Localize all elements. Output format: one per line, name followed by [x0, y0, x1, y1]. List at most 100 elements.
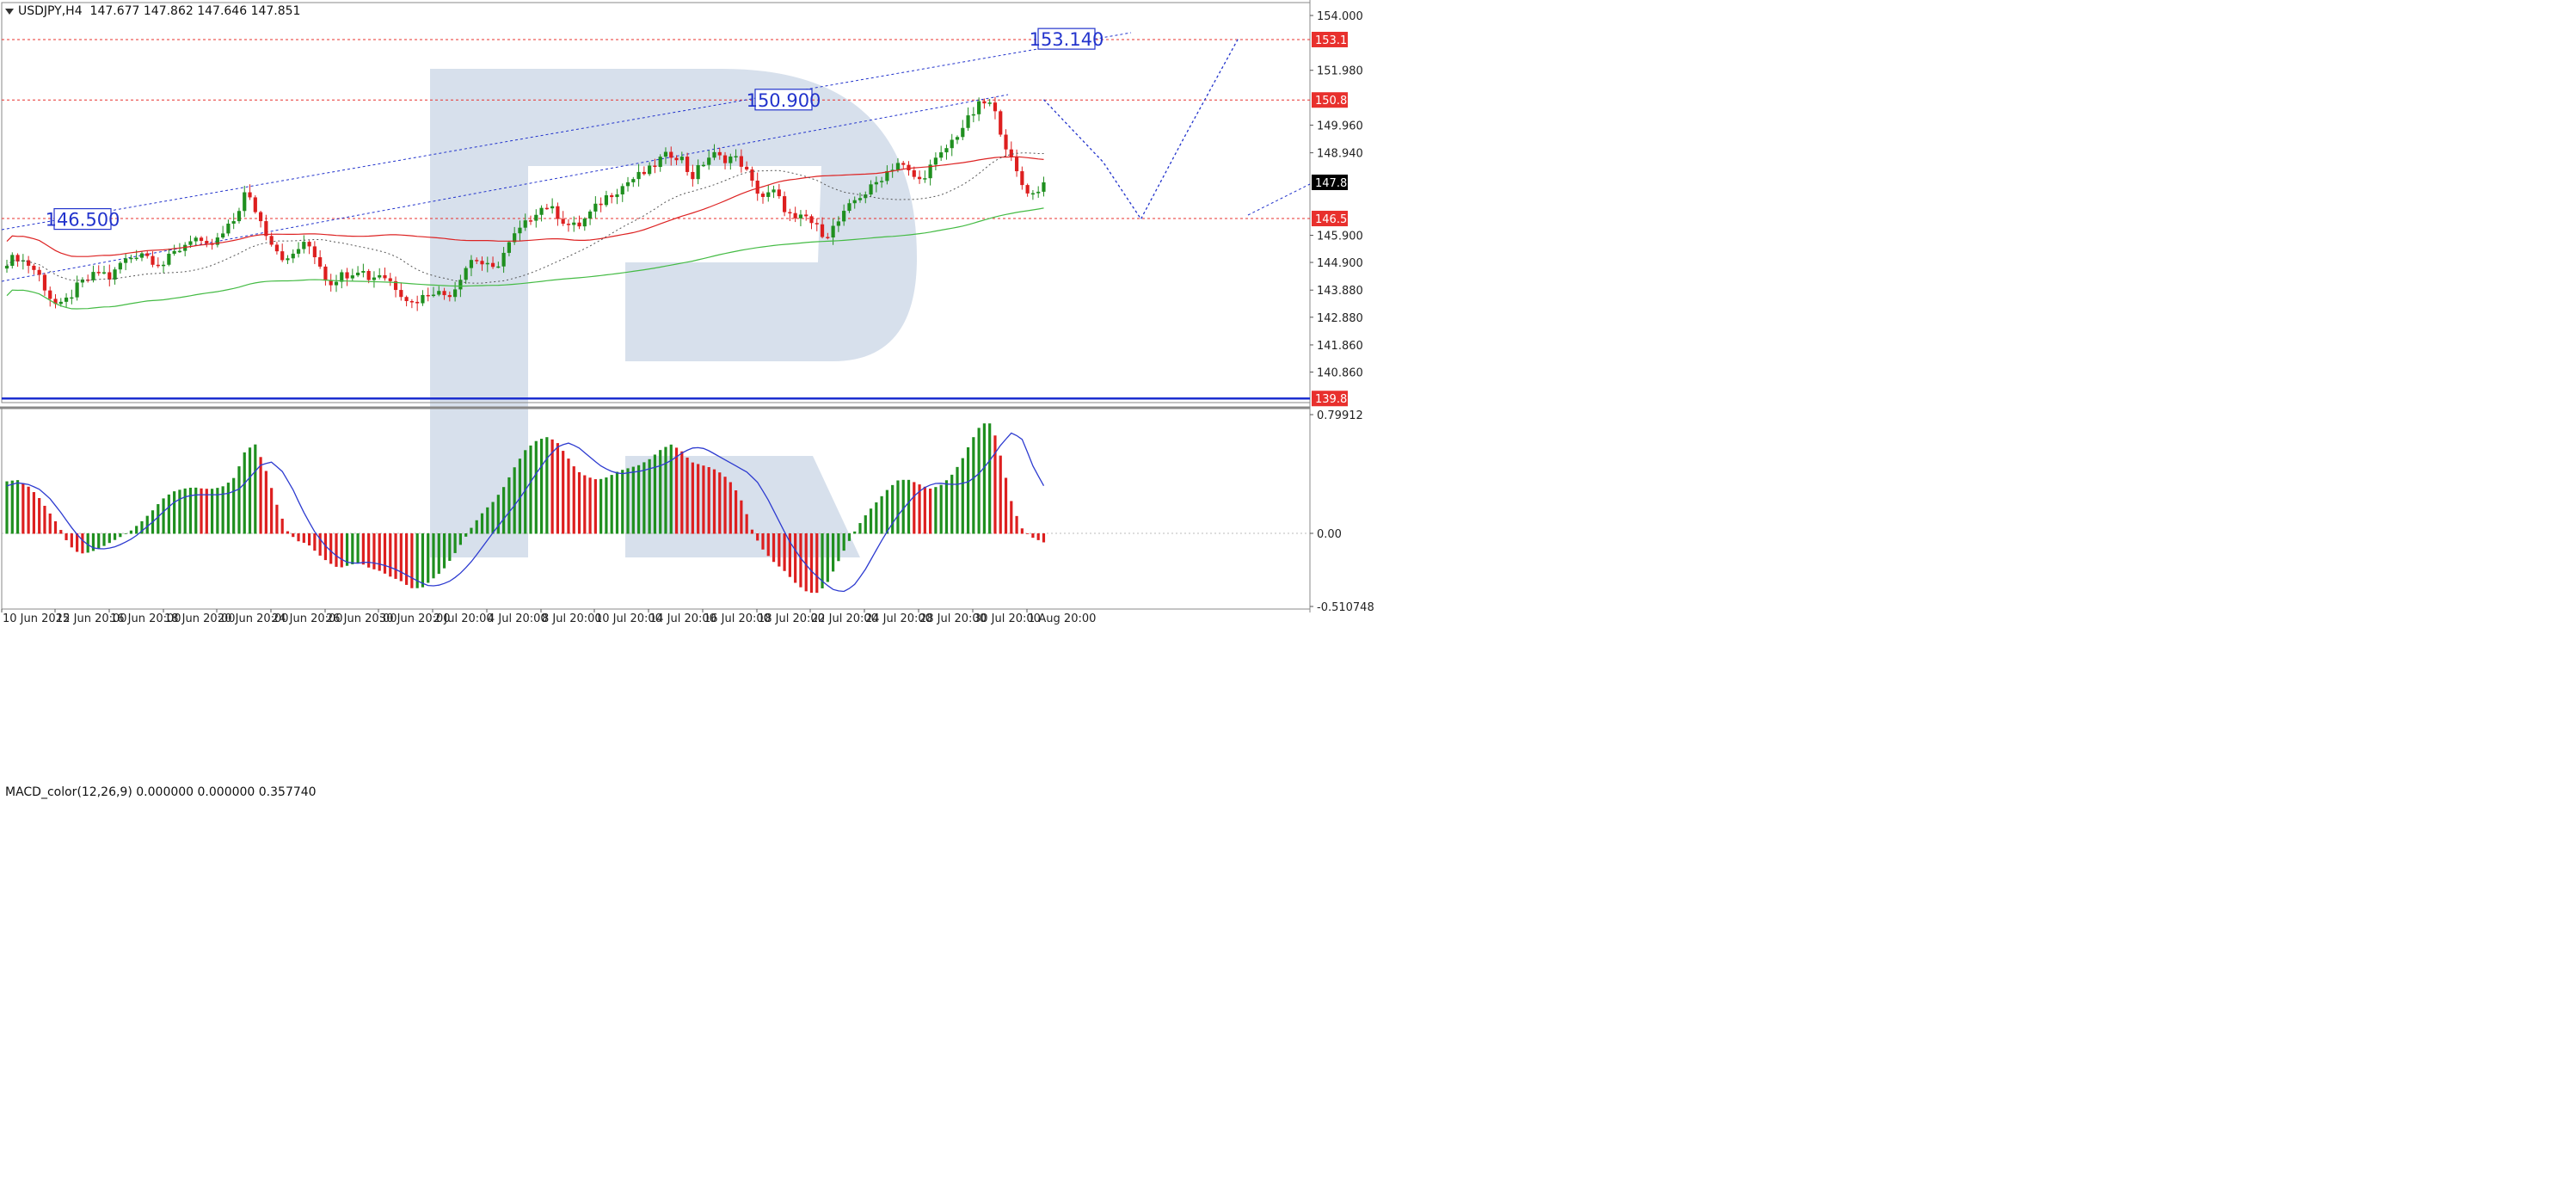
- candle: [685, 152, 690, 176]
- macd-histogram-bar: [318, 533, 322, 556]
- macd-histogram-bar: [864, 515, 867, 534]
- macd-histogram-bar: [809, 533, 814, 594]
- candle-body: [648, 165, 652, 175]
- candle-body: [10, 255, 15, 266]
- candle-body: [378, 274, 382, 278]
- candle-body: [712, 151, 716, 158]
- candle: [421, 290, 425, 306]
- dotted-moving-average: [6, 152, 1044, 284]
- price-level-tag: [1312, 31, 1348, 47]
- macd-histogram-bar: [183, 488, 187, 534]
- candle-body: [874, 182, 878, 185]
- candle-body: [350, 275, 354, 279]
- candle: [977, 97, 981, 121]
- candle: [378, 268, 382, 280]
- macd-histogram-bar: [929, 488, 932, 534]
- candle-body: [507, 242, 511, 253]
- candle-body: [858, 198, 863, 200]
- candle-body: [842, 211, 846, 222]
- candle: [847, 199, 851, 213]
- candle-body: [977, 101, 981, 114]
- macd-histogram-bar: [588, 477, 592, 534]
- macd-histogram-bar: [102, 533, 106, 546]
- macd-histogram-bar: [1015, 515, 1018, 534]
- candle-body: [501, 252, 506, 267]
- candle: [615, 188, 619, 205]
- candle-body: [745, 166, 749, 170]
- candle-body: [788, 212, 792, 214]
- candle: [691, 164, 695, 187]
- candle: [469, 255, 474, 277]
- candle-body: [302, 242, 306, 249]
- candle-body: [783, 196, 787, 212]
- candle: [858, 192, 863, 203]
- macd-histogram-bar: [896, 480, 900, 534]
- candle: [167, 248, 171, 267]
- candle-body: [928, 164, 932, 179]
- candle-body: [383, 274, 387, 279]
- candle: [4, 259, 9, 274]
- candle-body: [340, 272, 344, 282]
- price-level-tag: [1312, 92, 1348, 108]
- candle-body: [415, 301, 420, 304]
- candle-body: [96, 272, 101, 274]
- macd-histogram-bar: [372, 533, 376, 569]
- candle: [648, 162, 652, 176]
- red-moving-average: [6, 156, 1044, 257]
- candle: [804, 209, 808, 221]
- candle: [393, 276, 398, 298]
- x-tick-label: 24 Jul 20:00: [865, 612, 932, 625]
- macd-histogram-bar: [729, 482, 732, 534]
- macd-histogram-bar: [621, 470, 624, 534]
- macd-y-tick-label: -0.510748: [1317, 601, 1374, 614]
- candle: [501, 247, 506, 274]
- macd-histogram-bar: [993, 435, 997, 534]
- candle: [539, 205, 544, 222]
- macd-histogram-bar: [70, 533, 73, 548]
- candle: [544, 204, 549, 210]
- macd-histogram-bar: [966, 446, 970, 534]
- x-tick-label: 1 Aug 20:00: [1028, 612, 1096, 625]
- candle-body: [458, 280, 463, 290]
- candle-body: [361, 271, 366, 273]
- candle-body: [388, 278, 392, 281]
- candle-body: [183, 244, 188, 251]
- candle: [826, 232, 830, 240]
- price-level-tag-label: 153.113: [1315, 34, 1362, 47]
- candle: [912, 166, 916, 180]
- candle-body: [442, 291, 446, 296]
- candle: [372, 271, 377, 288]
- macd-histogram-bar: [832, 533, 835, 572]
- candle-body: [599, 203, 603, 206]
- x-tick-label: 14 Jul 20:00: [649, 612, 716, 625]
- macd-histogram-bar: [961, 458, 964, 534]
- candle: [1009, 141, 1013, 162]
- candle: [96, 265, 101, 276]
- candle-body: [53, 298, 58, 305]
- dropdown-triangle-icon[interactable]: [5, 8, 14, 15]
- candle: [1004, 129, 1008, 157]
- candle: [755, 172, 759, 201]
- candle: [231, 212, 236, 230]
- macd-histogram-bar: [794, 533, 797, 583]
- macd-histogram-bar: [243, 452, 246, 534]
- candle-body: [572, 222, 576, 225]
- candle-body: [912, 169, 916, 177]
- candle-body: [750, 169, 754, 181]
- candle: [464, 266, 468, 285]
- macd-histogram-bar: [1031, 533, 1035, 539]
- macd-histogram-bar: [691, 462, 694, 534]
- x-tick-label: 16 Jun 20:00: [110, 612, 181, 625]
- macd-histogram-bar: [442, 533, 446, 569]
- macd-histogram-bar: [518, 459, 522, 534]
- macd-histogram-bar: [432, 533, 435, 579]
- macd-histogram-bar: [750, 529, 754, 534]
- candle: [642, 166, 646, 176]
- macd-histogram-bar: [119, 533, 122, 538]
- candle: [534, 209, 538, 228]
- macd-histogram-bar: [178, 489, 181, 534]
- candle: [982, 98, 987, 109]
- candle: [944, 145, 949, 160]
- candle-body: [793, 212, 797, 218]
- candle-body: [237, 211, 242, 222]
